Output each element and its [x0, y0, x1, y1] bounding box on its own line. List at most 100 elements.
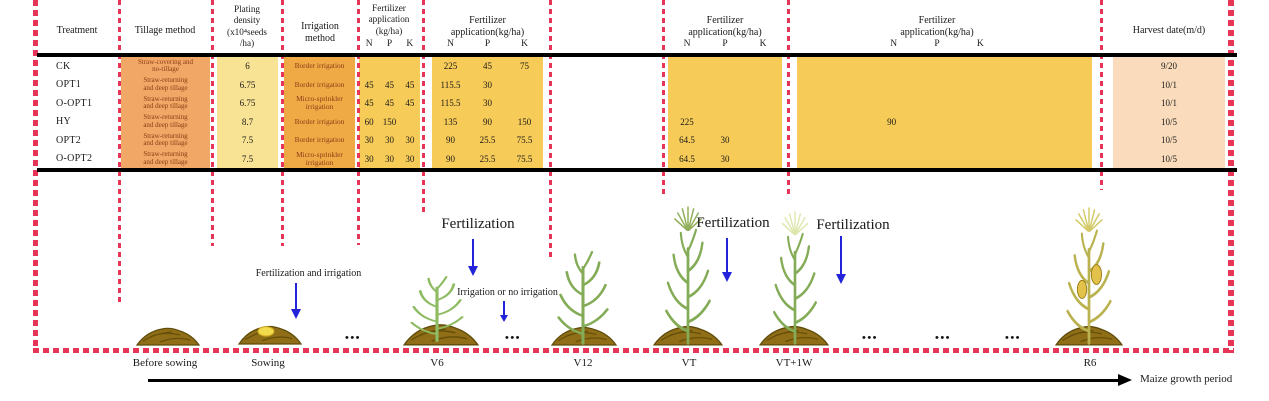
stage-label-before-sowing: Before sowing: [132, 357, 198, 369]
fert1-header-line: (kg/ha): [375, 25, 403, 36]
fert4-cell: [797, 131, 1092, 150]
tillage-line1: Straw-returning: [143, 131, 188, 140]
fert4-header: Fertilizer application(kg/ha): [872, 15, 1002, 39]
density-header-line: Plating: [233, 4, 261, 14]
irrigation-header: Irrigation method: [283, 21, 357, 45]
fert1-header-line: Fertilizer: [372, 3, 406, 13]
fert1-k: 45: [405, 79, 415, 90]
density-cell: 8.7: [217, 113, 278, 132]
irrigation-cell: Border irrigation: [284, 76, 355, 95]
fert1-cell: 45 45 45: [359, 94, 420, 113]
growth-axis-label: Maize growth period: [1140, 373, 1233, 385]
fert1-p: 30: [384, 153, 394, 164]
npk-n: N: [447, 39, 454, 49]
fert2-n: 115.5: [440, 79, 461, 90]
fert1-p: 45: [384, 98, 394, 109]
tillage-line1: Straw-returning: [143, 94, 188, 103]
harvest-cell: 9/20: [1113, 57, 1225, 76]
fert2-p: 25.5: [479, 153, 496, 164]
guide-line-irrigation: [281, 0, 284, 246]
treatment-cell: O-OPT1: [40, 94, 116, 113]
maize-v6-icon: [410, 275, 464, 342]
column-harvest: 9/20 10/1 10/1 10/5 10/5 10/5: [1113, 57, 1225, 168]
fert1-n: 45: [364, 98, 374, 109]
treatment-cell: OPT1: [40, 76, 116, 95]
fert1-n: 30: [364, 153, 374, 164]
treatment-header: Treatment: [56, 25, 98, 36]
treatment-cell: O-OPT2: [40, 150, 116, 169]
tillage-header: Tillage method: [134, 25, 196, 36]
fert2-cell: 225 45 75: [432, 57, 543, 76]
tillage-cell: Straw-returning and deep tillage: [121, 94, 210, 113]
fert1-p: 45: [384, 79, 394, 90]
fert4-cell: 90: [797, 113, 1092, 132]
fert3-cell: 64.5 30: [668, 131, 782, 150]
treatment-label: OPT1: [56, 79, 82, 91]
treatment-label: HY: [56, 116, 72, 128]
guide-line-fert2-end: [549, 0, 552, 258]
fert1-cell: 30 30 30: [359, 150, 420, 169]
fert4-cell: [797, 76, 1092, 95]
fert2-k: 75.5: [516, 135, 533, 146]
irrigation-header-line: method: [305, 33, 335, 44]
fert4-cell: [797, 57, 1092, 76]
vt1w-fertilization-arrow-icon: [834, 236, 848, 284]
treatment-label: O-OPT1: [56, 97, 93, 109]
harvest-date: 10/5: [1160, 116, 1177, 127]
fert2-cell: 90 25.5 75.5: [432, 150, 543, 169]
treatment-label: OPT2: [56, 134, 82, 146]
fert3-cell: 225: [668, 113, 782, 132]
tillage-line1: Straw-returning: [143, 113, 188, 122]
ellipsis-icon: •••: [504, 332, 522, 344]
v6-irrigation-annotation: Irrigation or no irrigation: [457, 287, 558, 298]
density-cell: 6.75: [217, 76, 278, 95]
figure-border-right: [1228, 0, 1234, 353]
guide-line-fert1: [357, 0, 360, 245]
density-header-line: /ha): [239, 38, 255, 49]
column-fertilizer-1: 45 45 45 45 45 45 60 150 30 30 30 30 30 …: [359, 57, 420, 168]
irrigation-header-line: Irrigation: [301, 21, 339, 32]
fert2-k: 30: [483, 98, 492, 109]
fert1-n: 30: [364, 135, 374, 146]
fert2-p: 45: [483, 61, 492, 72]
tillage-line2: and deep tillage: [143, 120, 188, 129]
density-value: 6.75: [239, 98, 256, 109]
fert1-header: Fertilizer application (kg/ha): [355, 3, 423, 37]
fert2-n: 90: [446, 135, 455, 146]
stage-label-vt: VT: [681, 357, 697, 369]
npk-p: P: [484, 39, 491, 49]
fert4-header-line: Fertilizer: [918, 15, 956, 26]
table-bottom-rule: [37, 168, 1237, 172]
guide-line-harvest: [1100, 0, 1103, 190]
ellipsis-icon: •••: [344, 332, 362, 344]
npk-k: K: [521, 39, 528, 49]
fert3-n: 64.5: [679, 135, 695, 146]
npk-p: P: [934, 39, 940, 49]
npk-n: N: [890, 39, 898, 49]
tillage-line1: Straw-returning: [143, 76, 188, 85]
fert2-header-line: application(kg/ha): [450, 27, 525, 38]
fert4-npk-header: N P K: [872, 39, 1002, 49]
npk-p: P: [386, 39, 393, 49]
density-header-line: density: [233, 15, 261, 26]
v6-fertilization-arrow-icon: [466, 239, 480, 276]
guide-line-density: [211, 0, 214, 246]
fert1-npk-header: N P K: [359, 39, 420, 49]
harvest-date: 10/1: [1160, 98, 1177, 109]
stage-label-r6: R6: [1083, 357, 1097, 369]
fert4-cell: [797, 150, 1092, 169]
column-fertilizer-2: 225 45 75 115.5 30 115.5 30 135 90 150 9…: [432, 57, 543, 168]
tillage-line2: no-tillage: [152, 65, 179, 74]
column-tillage: Straw-covering and no-tillage Straw-retu…: [121, 57, 210, 168]
fert1-n: 45: [364, 79, 374, 90]
ellipsis-icon: •••: [934, 332, 952, 344]
fert3-npk-header: N P K: [668, 39, 782, 49]
fert3-p: 30: [720, 135, 730, 146]
irrigation-line1: Border irrigation: [294, 61, 345, 71]
fert2-n: 135: [443, 116, 458, 127]
fert2-header-line: Fertilizer: [469, 15, 506, 26]
column-treatment: CK OPT1 O-OPT1 HY OPT2 O-OPT2: [40, 57, 116, 168]
vt-fertilization-arrow-icon: [720, 238, 734, 282]
irrigation-line1: Border irrigation: [294, 135, 345, 145]
figure-border-left: [33, 0, 38, 353]
